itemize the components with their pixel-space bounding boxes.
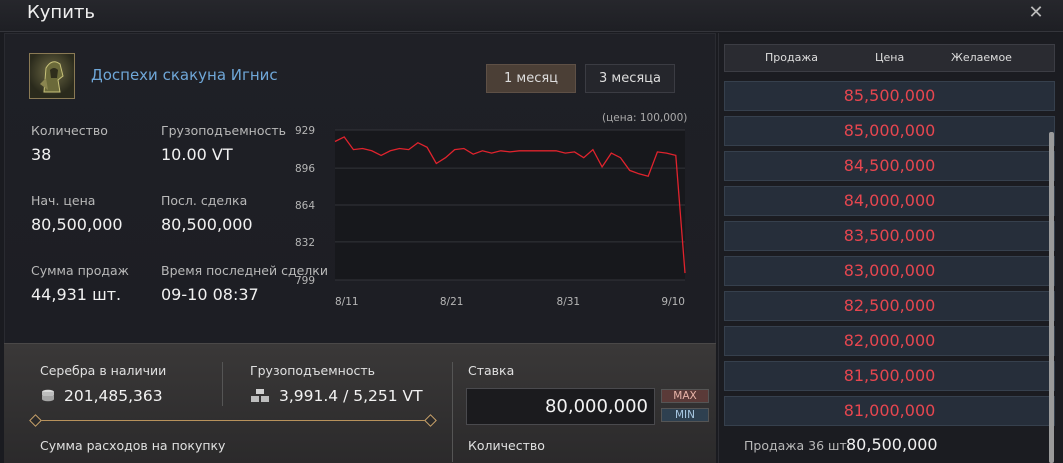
x-tick-label: 9/10 — [661, 296, 685, 308]
slider-right-handle[interactable] — [424, 414, 437, 427]
x-tick-label: 8/31 — [557, 296, 581, 308]
header-price: Цена — [875, 51, 905, 64]
quantity-label: Количество — [31, 123, 108, 138]
period-1-month-button[interactable]: 1 месяц — [486, 64, 576, 93]
sell-summary-row[interactable]: Продажа 36 шт. 80,500,000 — [722, 432, 1053, 460]
sell-summary-label: Продажа 36 шт. — [744, 438, 851, 453]
window-title: Купить — [27, 2, 95, 23]
weight-value: 10.00 VT — [161, 145, 233, 164]
window-titlebar: Купить ✕ — [0, 0, 1063, 32]
quantity-slider-track[interactable] — [40, 420, 430, 421]
purchase-panel: Серебра в наличии 201,485,363 Грузоподъе… — [4, 343, 716, 463]
sales-total-label: Сумма продаж — [31, 263, 129, 278]
spend-label: Сумма расходов на покупку — [40, 438, 226, 453]
last-trade-time-stat: Время последней сделки 09-10 08:37 — [161, 263, 328, 304]
orderbook-row[interactable]: 83,500,000 — [724, 221, 1055, 251]
slider-left-handle[interactable] — [29, 414, 42, 427]
last-trade-value: 80,500,000 — [161, 215, 253, 234]
base-price-stat: Нач. цена 80,500,000 — [31, 193, 123, 234]
orderbook-row[interactable]: 81,500,000 — [724, 361, 1055, 391]
last-trade-time-value: 09-10 08:37 — [161, 285, 259, 304]
close-icon[interactable]: ✕ — [1028, 2, 1044, 23]
max-button[interactable]: MAX — [661, 389, 709, 403]
divider — [222, 362, 223, 406]
header-sell: Продажа — [765, 51, 818, 64]
y-tick-label: 864 — [295, 200, 315, 212]
orderbook-row[interactable]: 83,000,000 — [724, 256, 1055, 286]
orderbook-row[interactable]: 81,000,000 — [724, 396, 1055, 426]
price-line-series — [334, 136, 686, 274]
orderbook-row[interactable]: 84,000,000 — [724, 186, 1055, 216]
sell-summary-value: 80,500,000 — [846, 435, 938, 454]
quantity-input-label: Количество — [468, 438, 545, 453]
coin-stack-icon — [42, 389, 54, 402]
last-trade-time-label: Время последней сделки — [161, 263, 328, 278]
min-button[interactable]: MIN — [661, 408, 709, 422]
orderbook-row[interactable]: 82,500,000 — [724, 291, 1055, 321]
header-wanted: Желаемое — [951, 51, 1012, 64]
bid-input[interactable]: 80,000,000 — [466, 388, 655, 425]
capacity-value: 3,991.4 / 5,251 VT — [279, 387, 423, 405]
orderbook-row[interactable]: 84,500,000 — [724, 151, 1055, 181]
weight-label: Грузоподъемность — [161, 123, 287, 138]
price-history-chart: 929 896 864 832 799 8/11 8/21 8/31 9/10 — [295, 125, 686, 308]
y-tick-label: 896 — [295, 163, 315, 175]
weight-stat: Грузоподъемность 10.00 VT — [161, 123, 286, 164]
bid-label: Ставка — [468, 363, 515, 378]
item-name[interactable]: Доспехи скакуна Игнис — [91, 66, 278, 84]
sales-total-stat: Сумма продаж 44,931 шт. — [31, 263, 129, 304]
period-3-months-button[interactable]: 3 месяца — [585, 64, 675, 93]
orderbook-row[interactable]: 82,000,000 — [724, 326, 1055, 356]
orderbook-panel: Продажа Цена Желаемое 85,500,000 85,000,… — [718, 33, 1063, 463]
last-trade-stat: Посл. сделка 80,500,000 — [161, 193, 253, 234]
orderbook-scrollbar[interactable] — [1049, 132, 1054, 463]
orderbook-row[interactable]: 85,000,000 — [724, 116, 1055, 146]
chart-unit-note: (цена: 100,000) — [602, 112, 688, 124]
base-price-label: Нач. цена — [31, 193, 96, 208]
weight-icon — [251, 389, 269, 402]
sales-total-value: 44,931 шт. — [31, 285, 122, 304]
orderbook-row[interactable]: 85,500,000 — [724, 81, 1055, 111]
x-tick-label: 8/11 — [335, 296, 359, 308]
quantity-stat: Количество 38 — [31, 123, 108, 164]
base-price-value: 80,500,000 — [31, 215, 123, 234]
last-trade-label: Посл. сделка — [161, 193, 248, 208]
y-tick-label: 832 — [295, 237, 315, 249]
horse-armor-icon — [29, 53, 75, 99]
orderbook-header: Продажа Цена Желаемое — [724, 44, 1055, 72]
divider — [452, 362, 453, 462]
x-tick-label: 8/21 — [440, 296, 464, 308]
capacity-label: Грузоподъемность — [250, 363, 376, 378]
y-tick-label: 799 — [295, 275, 315, 287]
quantity-value: 38 — [31, 145, 52, 164]
y-tick-label: 929 — [295, 125, 315, 137]
silver-value: 201,485,363 — [64, 387, 163, 405]
silver-label: Серебра в наличии — [40, 363, 167, 378]
